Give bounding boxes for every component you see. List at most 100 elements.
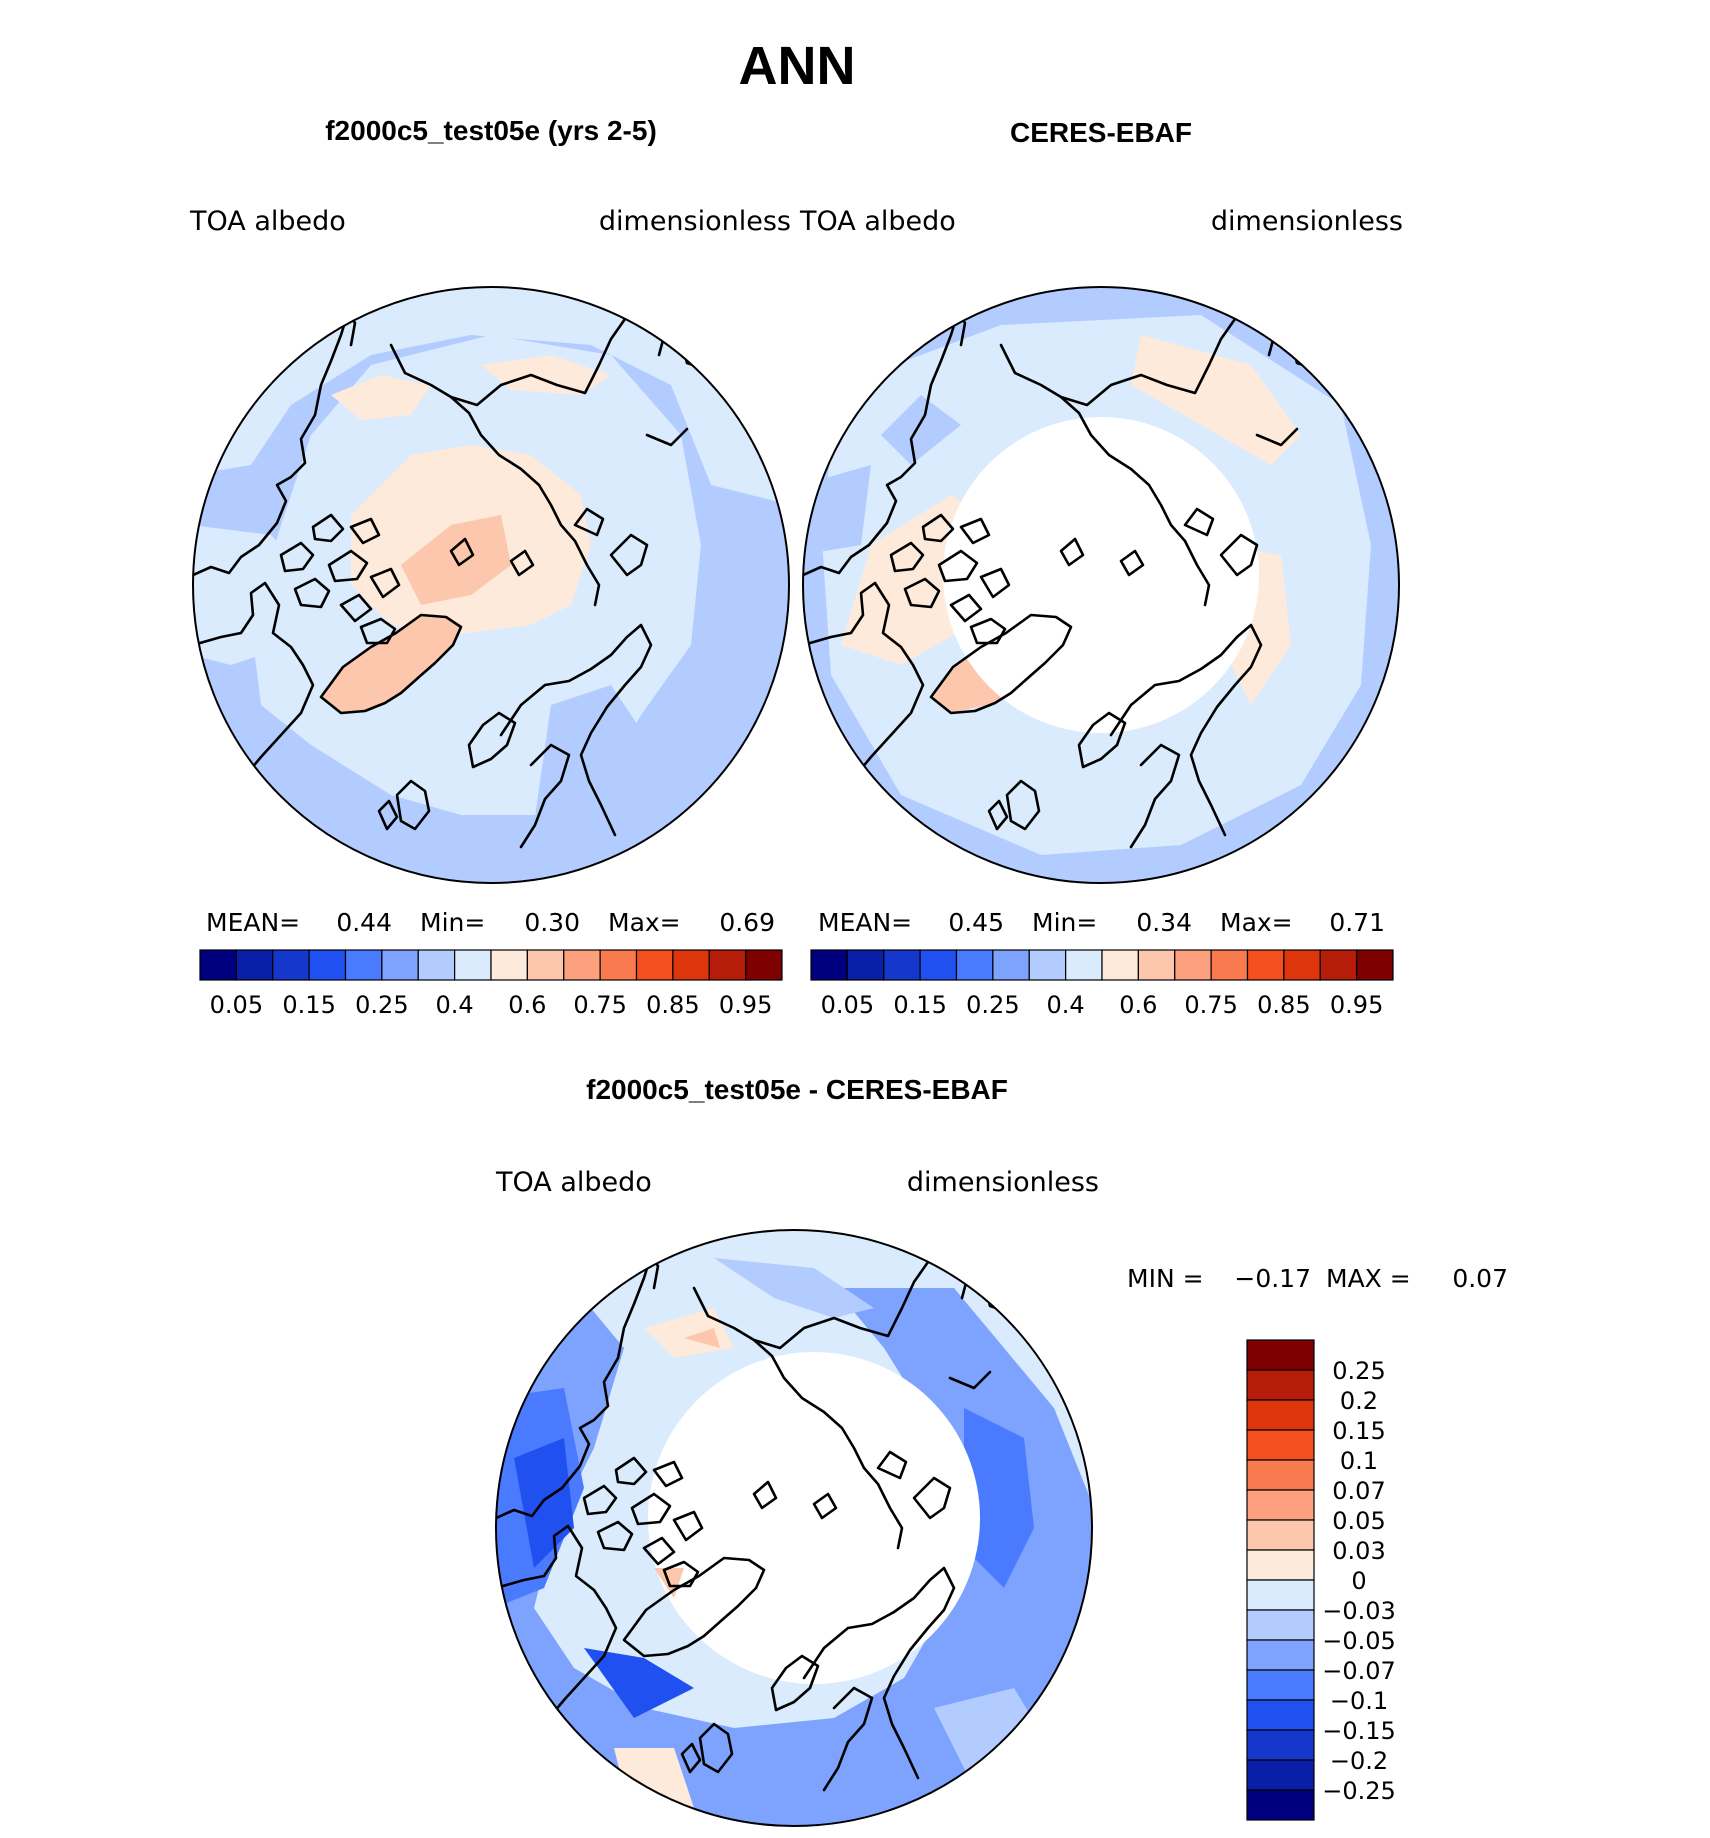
colorbar-tick-label: −0.15 [1322, 1717, 1396, 1745]
colorbar-swatch [672, 949, 710, 981]
colorbar-tick-label: 0.2 [1340, 1387, 1378, 1415]
colorbar-difference: 0.250.20.150.10.070.050.030−0.03−0.05−0.… [1246, 1339, 1396, 1821]
colorbar-swatch [1101, 949, 1139, 981]
min-label: Min= [420, 908, 485, 937]
colorbar-swatch [1065, 949, 1103, 981]
colorbar-swatch [308, 949, 347, 981]
panel-difference: f2000c5_test05e - CERES-EBAF TOA albedo … [495, 1074, 1508, 1827]
min-value: 0.34 [1136, 908, 1192, 937]
colorbar-swatch [1246, 1549, 1315, 1581]
colorbar-swatch [526, 949, 565, 981]
colorbar-swatch [599, 949, 638, 981]
figure-title: ANN [739, 36, 856, 96]
colorbar-swatch [708, 949, 747, 981]
colorbar-tick-label: 0.95 [719, 991, 772, 1019]
map-border [192, 286, 790, 884]
colorbar-swatch [1246, 1399, 1315, 1431]
panel-obs: CERES-EBAF TOA albedo dimensionless MEAN… [799, 117, 1403, 1019]
colorbar-swatch [272, 949, 310, 981]
colorbar-swatch [1246, 1489, 1315, 1521]
colorbar-tick-label: 0.4 [436, 991, 474, 1019]
colorbar-model: 0.05 0.15 0.25 0.4 0.6 0.75 0.85 0.95 [199, 949, 783, 1019]
min-value: −0.17 [1234, 1264, 1311, 1293]
colorbar-tick-label: 0.75 [573, 991, 626, 1019]
colorbar-tick-label: 0.75 [1184, 991, 1237, 1019]
colorbar-swatch [635, 949, 674, 981]
colorbar-swatch [1246, 1519, 1315, 1551]
colorbar-tick-label: 0.85 [1257, 991, 1310, 1019]
colorbar-tick-label: −0.2 [1330, 1747, 1388, 1775]
min-label: MIN = [1127, 1264, 1204, 1293]
max-label: Max= [1220, 908, 1293, 937]
colorbar-tick-label: −0.05 [1322, 1627, 1396, 1655]
colorbar-swatch [1356, 949, 1394, 981]
polar-map [193, 287, 789, 883]
colorbar-tick-label: 0.07 [1332, 1477, 1385, 1505]
colorbar-tick-label: −0.25 [1322, 1777, 1396, 1805]
colorbar-swatch [1246, 1369, 1315, 1401]
mean-value: 0.44 [336, 908, 392, 937]
colorbar-tick-label: −0.03 [1322, 1597, 1396, 1625]
colorbar-swatch [955, 949, 994, 981]
colorbar-swatch [1028, 949, 1067, 981]
panel-title: f2000c5_test05e - CERES-EBAF [586, 1074, 1008, 1105]
variable-label: TOA albedo [189, 206, 346, 237]
colorbar-swatch [1283, 949, 1321, 981]
variable-label: TOA albedo [495, 1167, 652, 1198]
colorbar-tick-label: 0.6 [508, 991, 546, 1019]
colorbar-swatch [1319, 949, 1358, 981]
max-value: 0.69 [719, 908, 775, 937]
colorbar-swatch [992, 949, 1030, 981]
panel-title: f2000c5_test05e (yrs 2-5) [325, 115, 657, 146]
mean-label: MEAN= [206, 908, 300, 937]
colorbar-swatch [846, 949, 885, 981]
colorbar-swatch [1246, 949, 1285, 981]
colorbar-swatch [1246, 1609, 1315, 1641]
colorbar-tick-label: 0.25 [966, 991, 1019, 1019]
colorbar-swatch [1246, 1429, 1315, 1461]
mean-label: MEAN= [818, 908, 912, 937]
colorbar-swatch [1246, 1789, 1315, 1821]
colorbar-swatch [745, 949, 783, 981]
max-label: Max= [608, 908, 681, 937]
max-value: 0.71 [1329, 908, 1385, 937]
colorbar-swatch [1210, 949, 1249, 981]
colorbar-tick-label: 0.05 [821, 991, 874, 1019]
colorbar-tick-label: 0.03 [1332, 1537, 1385, 1565]
colorbar-swatch [1246, 1699, 1315, 1731]
colorbar-swatch [563, 949, 601, 981]
colorbar-tick-label: 0.95 [1330, 991, 1383, 1019]
colorbar-tick-label: 0.25 [355, 991, 408, 1019]
units-label: dimensionless [599, 206, 791, 237]
mean-value: 0.45 [948, 908, 1004, 937]
colorbar-swatch [344, 949, 383, 981]
colorbar-swatch [1246, 1579, 1315, 1611]
colorbar-swatch [1137, 949, 1176, 981]
colorbar-obs: 0.05 0.15 0.25 0.4 0.6 0.75 0.85 0.95 [810, 949, 1394, 1019]
colorbar-swatch [810, 949, 848, 981]
colorbar-swatch [919, 949, 958, 981]
colorbar-swatch [1246, 1339, 1315, 1371]
colorbar-swatch [381, 949, 419, 981]
colorbar-tick-label: 0.25 [1332, 1357, 1385, 1385]
max-label: MAX = [1326, 1264, 1411, 1293]
colorbar-tick-label: 0.85 [646, 991, 699, 1019]
colorbar-tick-label: 0.05 [1332, 1507, 1385, 1535]
colorbar-tick-label: 0.15 [1332, 1417, 1385, 1445]
colorbar-swatch [1246, 1759, 1315, 1791]
colorbar-tick-label: 0.4 [1047, 991, 1085, 1019]
map-border [802, 286, 1400, 884]
min-label: Min= [1032, 908, 1097, 937]
colorbar-swatch [883, 949, 921, 981]
colorbar-swatch [1246, 1729, 1315, 1761]
colorbar-swatch [454, 949, 492, 981]
panel-title: CERES-EBAF [1010, 117, 1192, 148]
colorbar-swatch [1246, 1639, 1315, 1671]
colorbar-tick-label: 0.6 [1119, 991, 1157, 1019]
colorbar-swatch [417, 949, 456, 981]
colorbar-swatch [199, 949, 237, 981]
polar-map [496, 1230, 1092, 1826]
min-value: 0.30 [524, 908, 580, 937]
polar-map [803, 287, 1399, 883]
